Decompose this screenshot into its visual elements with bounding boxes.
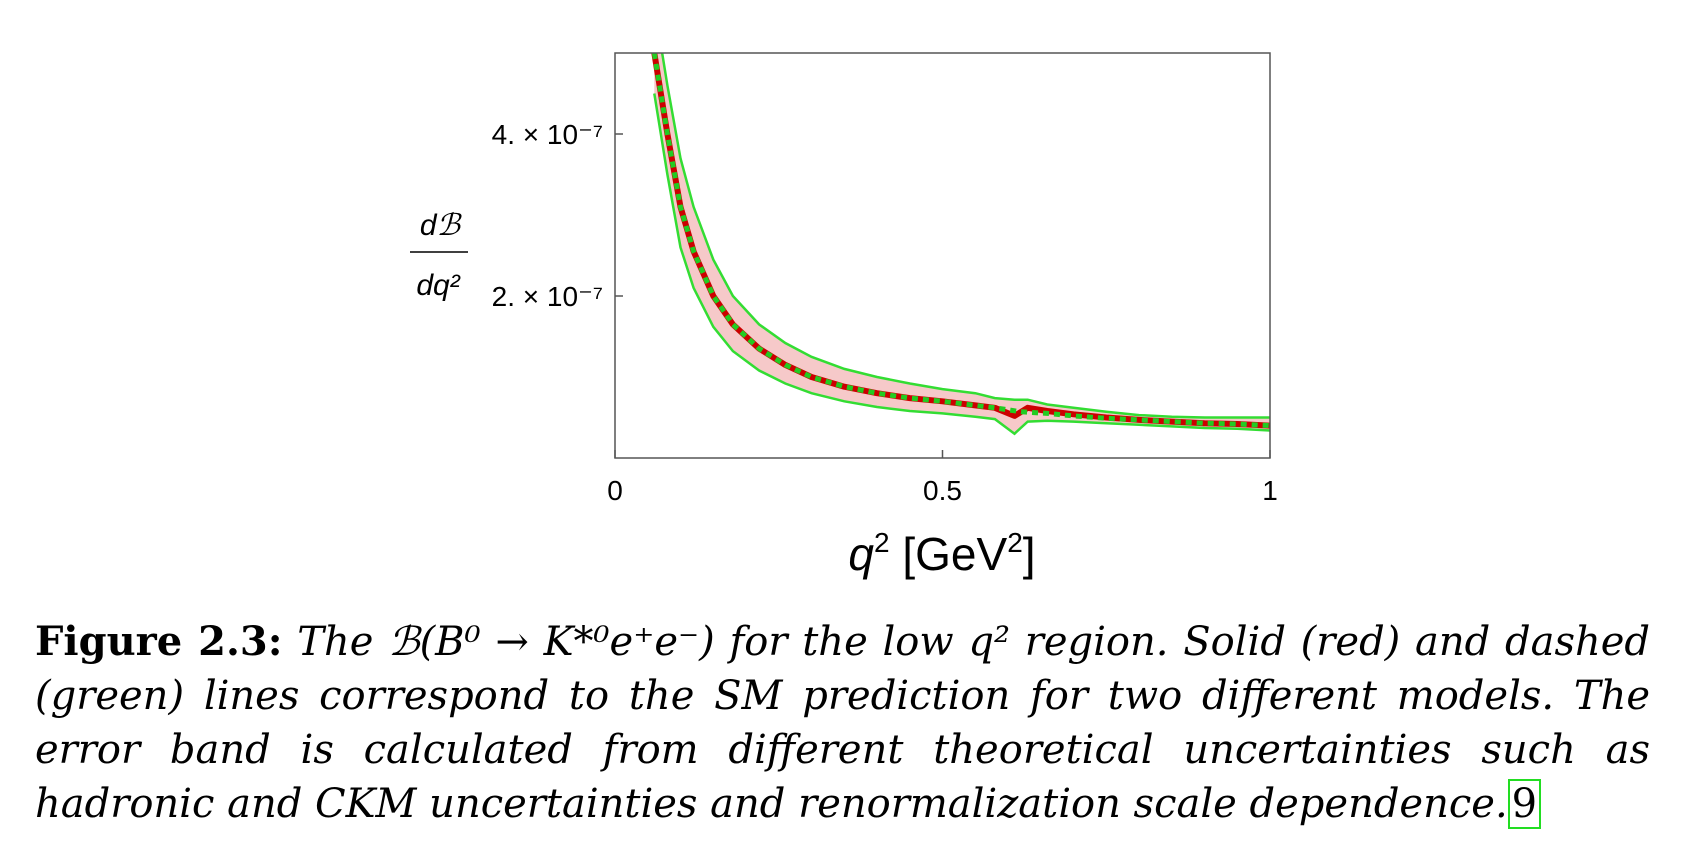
x-tick-label: 0 (607, 475, 623, 506)
svg-text:dq²: dq² (416, 269, 460, 302)
svg-text:q2 [GeV2]: q2 [GeV2] (848, 527, 1035, 580)
error-band-lower-edge (653, 93, 1270, 436)
citation-link[interactable]: 9 (1507, 779, 1542, 829)
chart: 0 0.5 1 2. × 10⁻⁷4. × 10⁻⁷ dℬ dq² q2 [GeV2… (410, 52, 1278, 580)
series-lines (651, 53, 1270, 429)
figure-caption: Figure 2.3: The ℬ(B⁰ → K*⁰e⁺e⁻) for the … (35, 615, 1650, 831)
svg-text:dℬ: dℬ (420, 209, 463, 242)
solid-series-line (651, 53, 1270, 429)
error-band-area (654, 53, 1270, 434)
caption-text: The ℬ(B⁰ → K*⁰e⁺e⁻) for the low q² regio… (35, 619, 1651, 827)
x-tick-label: 0.5 (923, 475, 962, 506)
y-tick-label: 4. × 10⁻⁷ (492, 119, 603, 150)
error-band (653, 53, 1270, 436)
x-axis-label: q2 [GeV2] (848, 527, 1035, 580)
x-axis-ticks: 0 0.5 1 (607, 450, 1278, 506)
y-tick-label: 2. × 10⁻⁷ (492, 281, 603, 312)
error-band-upper-edge (660, 53, 1270, 419)
x-tick-label: 1 (1262, 475, 1278, 506)
caption-label: Figure 2.3: (35, 618, 283, 665)
y-axis-label: dℬ dq² (410, 209, 468, 302)
y-axis-ticks: 2. × 10⁻⁷ 4. × 10⁻⁷ (492, 119, 623, 312)
dashed-series-line (651, 53, 1270, 429)
